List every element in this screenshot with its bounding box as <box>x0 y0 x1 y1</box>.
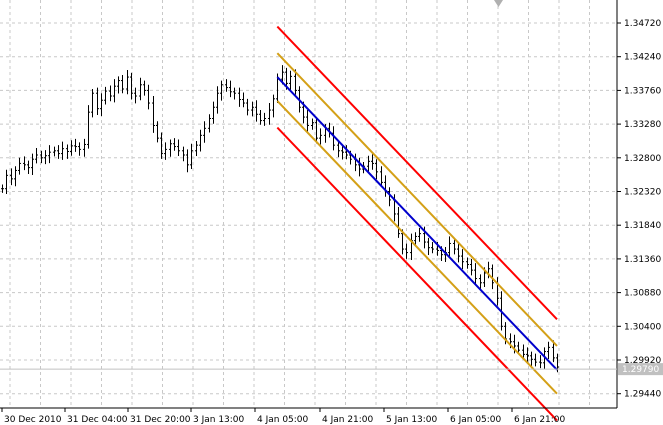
time-label: 4 Jan 21:00 <box>322 415 374 425</box>
channel-center-line[interactable] <box>276 76 558 371</box>
channel-lower-outer-line[interactable] <box>276 126 558 422</box>
current-price-label: 1.29790 <box>622 365 659 375</box>
channel-upper-inner-line[interactable] <box>276 52 558 347</box>
price-label: 1.34720 <box>624 19 661 29</box>
price-label: 1.31360 <box>624 255 661 265</box>
channel-upper-outer-line[interactable] <box>276 25 558 320</box>
chart-shift-triangle-icon[interactable] <box>494 0 503 7</box>
price-label: 1.29440 <box>624 390 661 400</box>
time-label: 3 Jan 13:00 <box>193 415 245 425</box>
time-label: 6 Jan 05:00 <box>450 415 502 425</box>
price-label: 1.33760 <box>624 86 661 96</box>
price-label: 1.30400 <box>624 322 661 332</box>
price-label: 1.31840 <box>624 221 661 231</box>
price-label: 1.33280 <box>624 120 661 130</box>
time-label: 4 Jan 05:00 <box>257 415 309 425</box>
chart-shift-marker[interactable] <box>494 0 503 7</box>
regression-channel[interactable] <box>276 25 558 422</box>
price-label: 1.29920 <box>624 356 661 366</box>
time-label: 31 Dec 20:00 <box>130 415 191 425</box>
grid <box>0 0 617 408</box>
channel-lower-inner-line[interactable] <box>276 100 558 395</box>
current-price-box <box>618 363 663 376</box>
price-label: 1.30880 <box>624 289 661 299</box>
time-label: 30 Dec 2010 <box>4 415 62 425</box>
time-label: 31 Dec 04:00 <box>67 415 128 425</box>
price-label: 1.32320 <box>624 188 661 198</box>
price-label: 1.32800 <box>624 154 661 164</box>
price-label: 1.34240 <box>624 53 661 63</box>
time-label: 5 Jan 13:00 <box>386 415 438 425</box>
time-label: 6 Jan 21:00 <box>514 415 566 425</box>
